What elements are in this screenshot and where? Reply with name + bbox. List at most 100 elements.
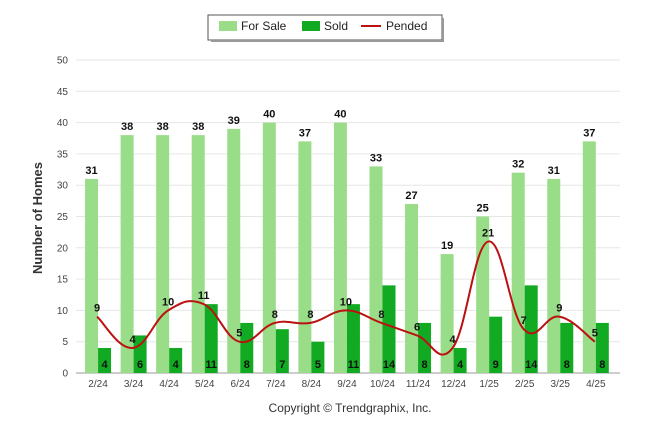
bar-for-sale <box>511 172 525 373</box>
legend-shadow <box>211 40 444 42</box>
data-label-sold: 4 <box>101 359 108 371</box>
data-label-for-sale: 39 <box>228 115 240 127</box>
data-label-for-sale: 31 <box>548 165 560 177</box>
bar-sold <box>240 322 254 373</box>
x-tick-label: 11/24 <box>406 379 431 390</box>
data-label-pended: 9 <box>556 303 562 315</box>
data-label-pended: 5 <box>236 328 242 340</box>
legend-label-pended: Pended <box>386 19 427 33</box>
data-label-pended: 8 <box>307 309 313 321</box>
bar-sold <box>418 322 432 373</box>
bar-for-sale <box>227 128 241 373</box>
x-tick-label: 3/25 <box>551 379 571 390</box>
data-label-pended: 6 <box>414 321 420 333</box>
bar-sold <box>524 285 538 373</box>
pended-line <box>96 240 596 356</box>
bar-sold <box>382 285 396 373</box>
bar-sold <box>560 322 574 373</box>
data-label-for-sale: 31 <box>85 165 97 177</box>
data-label-for-sale: 38 <box>192 121 204 133</box>
x-tick-label: 1/25 <box>479 379 499 390</box>
bar-sold <box>275 329 289 373</box>
data-label-sold: 9 <box>493 359 499 371</box>
data-label-sold: 8 <box>599 359 605 371</box>
x-tick-label: 2/24 <box>88 379 108 390</box>
y-tick-label: 30 <box>57 181 69 192</box>
data-label-pended: 10 <box>162 296 174 308</box>
legend-swatch-for-sale <box>219 21 237 31</box>
data-label-pended: 8 <box>378 309 384 321</box>
bar-for-sale <box>405 203 419 373</box>
data-label-sold: 14 <box>383 359 396 371</box>
x-tick-label: 9/24 <box>337 379 357 390</box>
data-label-for-sale: 40 <box>263 109 275 121</box>
data-label-sold: 11 <box>205 359 217 371</box>
bar-sold <box>133 335 147 373</box>
y-tick-label: 50 <box>57 56 69 67</box>
data-label-sold: 5 <box>315 359 321 371</box>
legend-label-sold: Sold <box>324 19 348 33</box>
data-label-sold: 11 <box>348 359 360 371</box>
bar-sold <box>595 322 609 373</box>
data-label-for-sale: 38 <box>157 121 169 133</box>
x-tick-label: 2/25 <box>515 379 535 390</box>
bar-for-sale <box>369 166 383 373</box>
data-label-for-sale: 25 <box>477 203 489 215</box>
data-label-pended: 11 <box>198 290 210 302</box>
pended-series-line <box>96 240 596 356</box>
bar-for-sale <box>120 135 134 373</box>
bars <box>85 122 609 373</box>
x-tick-label: 4/24 <box>159 379 179 390</box>
bar-for-sale <box>262 122 276 373</box>
x-tick-label: 10/24 <box>370 379 395 390</box>
y-tick-label: 25 <box>57 212 69 223</box>
data-label-pended: 7 <box>521 315 527 327</box>
data-label-pended: 8 <box>272 309 278 321</box>
data-label-pended: 4 <box>450 334 457 346</box>
bar-sold <box>489 316 503 373</box>
data-label-for-sale: 19 <box>441 240 453 252</box>
y-tick-label: 10 <box>57 306 69 317</box>
data-label-sold: 6 <box>137 359 143 371</box>
legend: For Sale Sold Pended <box>207 14 444 42</box>
data-label-pended: 4 <box>130 334 137 346</box>
bar-sold <box>169 347 183 373</box>
bar-sold <box>204 304 218 373</box>
x-tick-label: 4/25 <box>586 379 606 390</box>
bar-sold <box>346 304 360 373</box>
data-label-sold: 4 <box>173 359 180 371</box>
data-label-for-sale: 37 <box>583 127 595 139</box>
data-label-for-sale: 32 <box>512 159 524 171</box>
data-label-pended: 10 <box>340 296 352 308</box>
data-label-sold: 4 <box>457 359 464 371</box>
bar-for-sale <box>191 135 205 373</box>
x-tick-label: 8/24 <box>302 379 322 390</box>
data-label-for-sale: 40 <box>334 109 346 121</box>
legend-swatch-sold <box>302 21 320 31</box>
data-label-for-sale: 38 <box>121 121 133 133</box>
data-label-sold: 8 <box>421 359 427 371</box>
bar-for-sale <box>476 216 490 373</box>
bar-sold <box>98 347 112 373</box>
legend-label-for-sale: For Sale <box>241 19 287 33</box>
y-tick-label: 0 <box>62 369 68 380</box>
y-tick-label: 15 <box>57 275 69 286</box>
x-tick-label: 12/24 <box>441 379 466 390</box>
data-label-sold: 8 <box>564 359 570 371</box>
legend-shadow-side <box>442 18 444 42</box>
data-label-sold: 7 <box>279 359 285 371</box>
data-label-pended: 21 <box>482 228 494 240</box>
data-label-pended: 9 <box>94 303 100 315</box>
y-tick-label: 45 <box>57 87 69 98</box>
x-tick-label: 3/24 <box>124 379 144 390</box>
bar-sold <box>311 341 325 373</box>
data-labels: 31 4 38 6 38 4 38 11 39 8 40 7 37 5 40 11 33 14 27 8 19 4 25 9 3… <box>85 109 605 371</box>
y-axis-label: Number of Homes <box>30 162 45 274</box>
bar-for-sale <box>298 141 312 373</box>
y-tick-label: 40 <box>57 118 69 129</box>
y-tick-label: 5 <box>62 337 68 348</box>
data-label-for-sale: 37 <box>299 127 311 139</box>
bar-sold <box>453 347 467 373</box>
bar-for-sale <box>582 141 596 373</box>
